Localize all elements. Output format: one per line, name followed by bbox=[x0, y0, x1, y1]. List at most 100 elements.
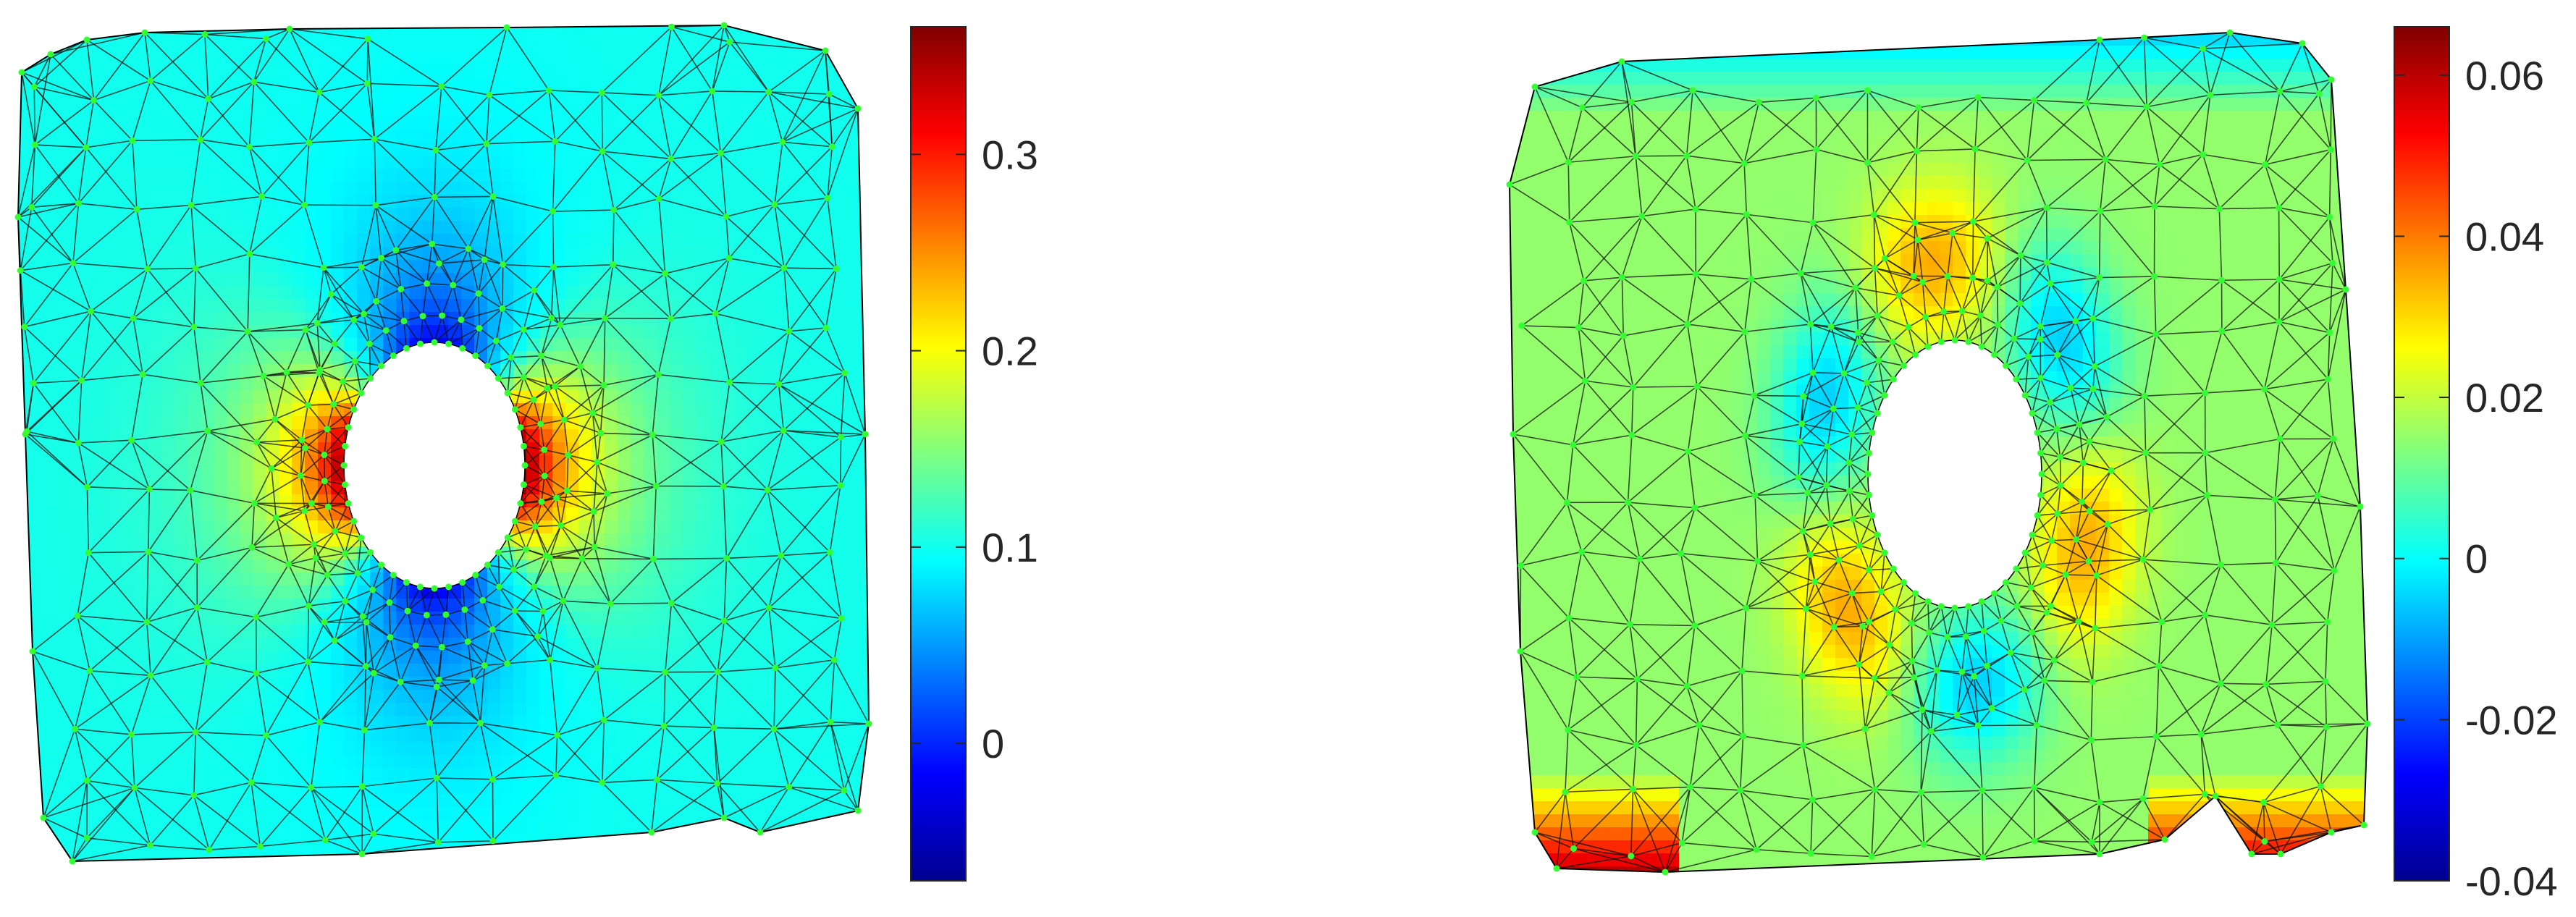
heatmap-cell bbox=[839, 833, 853, 847]
heatmap-cell bbox=[487, 182, 501, 195]
heatmap-cell bbox=[865, 846, 869, 860]
heatmap-cell bbox=[240, 455, 253, 469]
heatmap-cell bbox=[331, 247, 345, 261]
heatmap-cell bbox=[109, 833, 123, 847]
heatmap-cell bbox=[852, 377, 866, 391]
heatmap-cell bbox=[18, 234, 32, 248]
heatmap-cell bbox=[774, 833, 788, 847]
heatmap-cell bbox=[657, 507, 670, 521]
heatmap-cell bbox=[70, 742, 84, 756]
heatmap-cell bbox=[318, 690, 332, 703]
heatmap-cell bbox=[487, 117, 501, 130]
heatmap-cell bbox=[683, 390, 696, 404]
heatmap-cell bbox=[826, 77, 840, 91]
heatmap-cell bbox=[57, 572, 71, 586]
heatmap-cell bbox=[657, 468, 670, 482]
heatmap-cell bbox=[331, 429, 345, 443]
heatmap-cell bbox=[109, 429, 123, 443]
heatmap-cell bbox=[96, 599, 110, 612]
heatmap-cell bbox=[96, 364, 110, 378]
heatmap-cell bbox=[227, 64, 240, 78]
heatmap-cell bbox=[135, 403, 149, 417]
heatmap-cell bbox=[318, 130, 332, 143]
heatmap-cell bbox=[253, 403, 266, 417]
heatmap-cell bbox=[44, 38, 58, 52]
heatmap-cell bbox=[631, 442, 644, 456]
heatmap-cell bbox=[435, 195, 449, 208]
heatmap-cell bbox=[761, 455, 775, 469]
heatmap-cell bbox=[761, 442, 775, 456]
heatmap-cell bbox=[188, 51, 201, 65]
heatmap-cell bbox=[657, 25, 670, 39]
heatmap-cell bbox=[188, 586, 201, 599]
heatmap-cell bbox=[122, 559, 136, 573]
heatmap-cell bbox=[800, 273, 814, 287]
heatmap-cell bbox=[161, 312, 175, 326]
heatmap-cell bbox=[513, 807, 527, 821]
heatmap-cell bbox=[266, 716, 279, 730]
heatmap-cell bbox=[57, 143, 71, 156]
heatmap-cell bbox=[44, 156, 58, 169]
heatmap-cell bbox=[852, 859, 866, 861]
heatmap-cell bbox=[865, 794, 869, 808]
heatmap-cell bbox=[70, 103, 84, 117]
heatmap-cell bbox=[657, 416, 670, 430]
heatmap-cell bbox=[148, 143, 162, 156]
heatmap-cell bbox=[409, 325, 423, 339]
heatmap-cell bbox=[722, 221, 736, 234]
heatmap-cell bbox=[605, 195, 618, 208]
heatmap-cell bbox=[18, 195, 32, 208]
heatmap-cell bbox=[240, 338, 253, 352]
heatmap-cell bbox=[370, 729, 384, 743]
heatmap-cell bbox=[865, 195, 869, 208]
heatmap-cell bbox=[800, 703, 814, 717]
heatmap-cell bbox=[31, 507, 45, 521]
heatmap-cell bbox=[57, 494, 71, 508]
heatmap-cell bbox=[266, 338, 279, 352]
heatmap-cell bbox=[344, 38, 358, 52]
heatmap-cell bbox=[683, 351, 696, 365]
heatmap-cell bbox=[279, 77, 292, 91]
heatmap-cell bbox=[735, 260, 749, 274]
heatmap-cell bbox=[813, 442, 827, 456]
heatmap-cell bbox=[227, 859, 240, 861]
heatmap-cell bbox=[370, 25, 384, 39]
heatmap-cell bbox=[800, 520, 814, 534]
heatmap-cell bbox=[552, 677, 566, 690]
heatmap-cell bbox=[852, 599, 866, 612]
heatmap-cell bbox=[800, 169, 814, 182]
heatmap-cell bbox=[578, 325, 592, 339]
heatmap-cell bbox=[735, 572, 749, 586]
heatmap-cell bbox=[774, 64, 788, 78]
heatmap-cell bbox=[696, 859, 710, 861]
heatmap-cell bbox=[748, 533, 762, 547]
heatmap-cell bbox=[813, 820, 827, 834]
heatmap-cell bbox=[31, 703, 45, 717]
heatmap-cell bbox=[96, 664, 110, 677]
heatmap-cell bbox=[500, 690, 514, 703]
heatmap-cell bbox=[44, 859, 58, 861]
heatmap-cell bbox=[318, 143, 332, 156]
heatmap-cell bbox=[161, 377, 175, 391]
heatmap-cell bbox=[31, 690, 45, 703]
heatmap-cell bbox=[839, 273, 853, 287]
heatmap-cell bbox=[31, 247, 45, 261]
heatmap-cell bbox=[839, 533, 853, 547]
heatmap-cell bbox=[657, 143, 670, 156]
heatmap-cell bbox=[96, 234, 110, 248]
heatmap-cell bbox=[122, 364, 136, 378]
heatmap-cell bbox=[748, 208, 762, 221]
heatmap-cell bbox=[292, 755, 306, 769]
heatmap-cell bbox=[18, 729, 32, 743]
heatmap-cell bbox=[331, 195, 345, 208]
heatmap-cell bbox=[109, 273, 123, 287]
heatmap-cell bbox=[644, 221, 657, 234]
heatmap-cell bbox=[683, 768, 696, 782]
heatmap-cell bbox=[526, 234, 540, 248]
heatmap-cell bbox=[852, 312, 866, 326]
heatmap-cell bbox=[826, 247, 840, 261]
heatmap-cell bbox=[240, 520, 253, 534]
heatmap-cell bbox=[174, 117, 188, 130]
heatmap-cell bbox=[305, 247, 319, 261]
heatmap-cell bbox=[644, 625, 657, 638]
